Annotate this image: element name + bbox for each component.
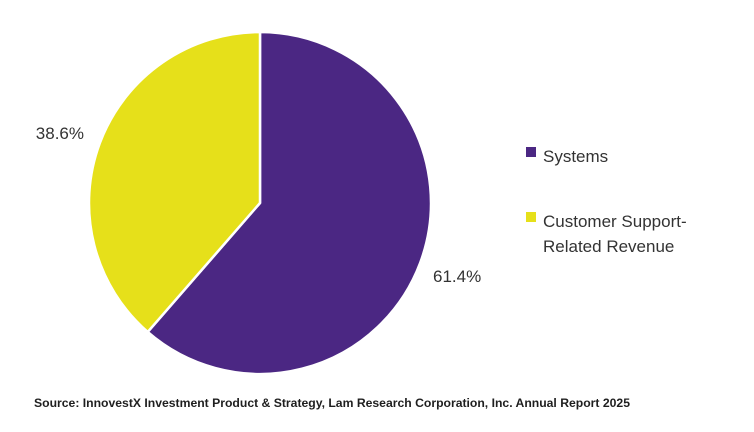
legend: Systems Customer Support- Related Revenue [526, 147, 687, 256]
pie-slice-systems [146, 30, 433, 376]
data-label-systems: 61.4% [433, 267, 481, 286]
legend-label-1-line-0: Customer Support- [543, 212, 687, 231]
legend-swatch-1 [526, 212, 536, 222]
pie-slices [87, 30, 433, 376]
pie-slice-customer-support-related-revenue [87, 30, 262, 334]
legend-swatch-0 [526, 147, 536, 157]
legend-label-0-line-0: Systems [543, 147, 608, 166]
data-label-customer-support-related-revenue: 38.6% [36, 124, 84, 143]
source-note: Source: InnovestX Investment Product & S… [34, 396, 630, 410]
legend-label-1-line-1: Related Revenue [543, 237, 674, 256]
